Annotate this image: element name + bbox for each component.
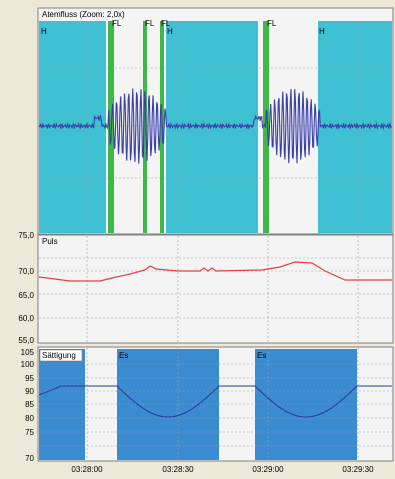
pulse-panel[interactable]: Puls 75,0 70,0 65,0 60,0 55,0 <box>18 231 394 345</box>
flow-panel[interactable]: H FL FL FL H FL H Atemfluss (Zoom: 2,0x) <box>37 7 394 235</box>
pulse-y-tick-55: 55,0 <box>18 336 34 345</box>
flow-marker-label-fl2: FL <box>145 19 155 28</box>
flow-marker-bar-2 <box>143 21 147 233</box>
flow-marker-label-fl1: FL <box>112 19 122 28</box>
saturation-y-tick-90: 90 <box>25 387 34 396</box>
saturation-y-tick-100: 100 <box>21 360 35 369</box>
saturation-title-box <box>39 349 83 362</box>
pulse-y-tick-60: 60,0 <box>18 314 34 323</box>
saturation-y-tick-80: 80 <box>25 414 34 423</box>
saturation-y-tick-70: 70 <box>25 454 34 463</box>
saturation-shade-1 <box>39 349 85 460</box>
time-tick-032830: 03:28:30 <box>162 465 194 474</box>
flow-panel-title: Atemfluss (Zoom: 2,0x) <box>42 10 125 19</box>
saturation-event-label-1: Es <box>119 351 128 360</box>
flow-marker-label-h2: H <box>167 27 173 36</box>
pulse-y-tick-70: 70,0 <box>18 267 34 276</box>
pulse-y-tick-65: 65,0 <box>18 291 34 300</box>
saturation-y-tick-105: 105 <box>21 348 35 357</box>
saturation-event-label-2: Es <box>257 351 266 360</box>
pulse-signal-line <box>38 261 392 282</box>
flow-marker-label-h1: H <box>41 27 47 36</box>
pulse-panel-background <box>37 234 394 344</box>
airflow-signal-line <box>38 88 392 164</box>
time-tick-032900: 03:29:00 <box>252 465 284 474</box>
saturation-y-axis: 105 100 95 90 85 80 75 70 <box>21 348 35 463</box>
saturation-shade-2 <box>117 349 219 460</box>
flow-marker-label-h3: H <box>319 27 325 36</box>
saturation-panel[interactable]: Sättigung Es Es 105 100 95 90 85 80 75 7… <box>21 346 394 463</box>
saturation-grid <box>39 348 392 460</box>
time-tick-032800: 03:28:00 <box>71 465 103 474</box>
flow-marker-label-fl4: FL <box>267 19 277 28</box>
time-tick-032930: 03:29:30 <box>342 465 374 474</box>
time-axis: 03:28:00 03:28:30 03:29:00 03:29:30 <box>71 465 374 474</box>
saturation-shade-3 <box>255 349 357 460</box>
saturation-panel-title: Sättigung <box>42 351 76 360</box>
flow-marker-label-fl3: FL <box>161 19 171 28</box>
pulse-y-tick-75: 75,0 <box>18 231 34 240</box>
saturation-y-tick-75: 75 <box>25 428 34 437</box>
pulse-panel-title: Puls <box>42 237 58 246</box>
saturation-y-tick-85: 85 <box>25 400 34 409</box>
saturation-signal-line <box>38 385 392 418</box>
saturation-y-tick-95: 95 <box>25 374 34 383</box>
